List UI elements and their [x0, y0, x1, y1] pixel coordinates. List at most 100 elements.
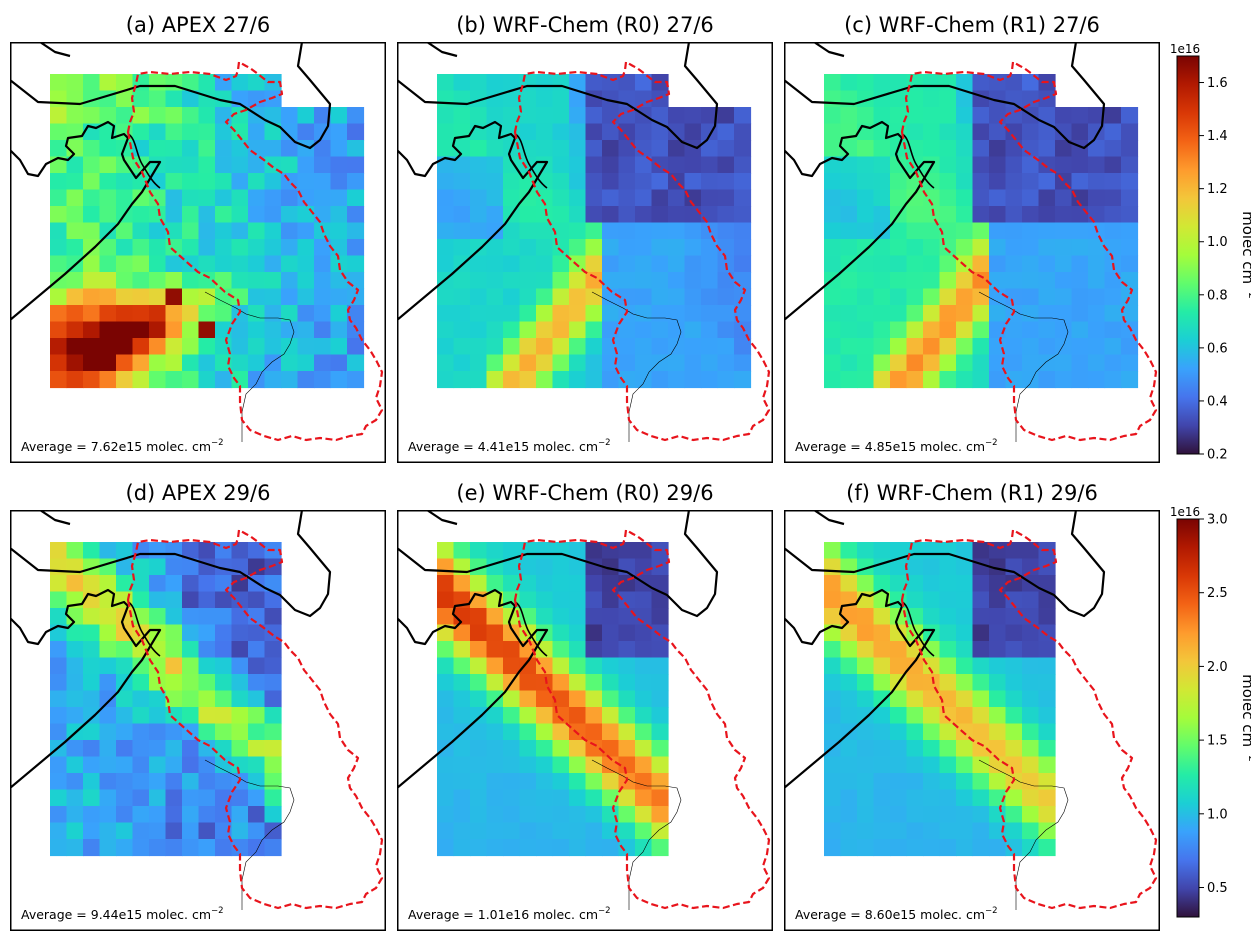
- heatmap-cell: [989, 707, 1007, 725]
- heatmap-cell: [149, 806, 167, 824]
- heatmap-cell: [470, 156, 488, 174]
- heatmap-cell: [890, 789, 908, 807]
- heatmap-cell: [536, 657, 554, 675]
- heatmap-cell: [552, 239, 570, 257]
- heatmap-cell: [1005, 239, 1023, 257]
- heatmap-cell: [923, 305, 941, 323]
- heatmap-cell: [906, 822, 924, 840]
- heatmap-cell: [314, 156, 332, 174]
- heatmap-cell: [99, 740, 117, 758]
- heatmap-cell: [635, 839, 653, 857]
- heatmap-cell: [165, 305, 183, 323]
- colorbar-tick-label: 1.6: [1207, 76, 1228, 91]
- heatmap-cell: [165, 591, 183, 609]
- heatmap-cell: [486, 222, 504, 240]
- heatmap-cell: [906, 354, 924, 372]
- heatmap-cell: [470, 173, 488, 191]
- heatmap-cell: [486, 575, 504, 593]
- heatmap-cell: [585, 239, 603, 257]
- heatmap-cell: [585, 756, 603, 774]
- heatmap-cell: [972, 674, 990, 692]
- heatmap-cell: [552, 156, 570, 174]
- colorbar-tick-label: 1.5: [1207, 734, 1228, 749]
- heatmap-cell: [470, 371, 488, 389]
- heatmap-cell: [132, 206, 150, 224]
- heatmap-cell: [453, 789, 471, 807]
- heatmap-cell: [1088, 321, 1106, 339]
- heatmap-cell: [149, 707, 167, 725]
- heatmap-cell: [923, 338, 941, 356]
- heatmap-cell: [1005, 338, 1023, 356]
- colorbar-label-text: molec cm: [1239, 211, 1251, 284]
- heatmap-cell: [314, 272, 332, 290]
- heatmap-cell: [717, 222, 735, 240]
- heatmap-cell: [347, 222, 365, 240]
- heatmap-cell: [1038, 723, 1056, 741]
- heatmap-cell: [972, 189, 990, 207]
- heatmap-cell: [347, 189, 365, 207]
- heatmap-cell: [50, 806, 68, 824]
- heatmap-cell: [165, 371, 183, 389]
- heatmap-cell: [519, 789, 537, 807]
- heatmap-cell: [569, 107, 587, 125]
- heatmap-cell: [1071, 123, 1089, 141]
- heatmap-cell: [972, 773, 990, 791]
- panel-frame: [10, 510, 386, 931]
- average-text: Average = 4.85e15 molec. cm: [795, 439, 985, 454]
- heatmap-cell: [182, 839, 200, 857]
- heatmap-cell: [569, 140, 587, 158]
- heatmap-cell: [264, 806, 282, 824]
- colorbar-label-exponent: −2: [1246, 747, 1251, 762]
- heatmap-cell: [231, 206, 249, 224]
- heatmap-cell: [1038, 756, 1056, 774]
- heatmap-cell: [857, 354, 875, 372]
- heatmap-cell: [50, 657, 68, 675]
- average-exponent: −2: [211, 438, 224, 448]
- heatmap-cell: [165, 773, 183, 791]
- heatmap-cell: [66, 756, 84, 774]
- heatmap-cell: [1005, 354, 1023, 372]
- heatmap-cell: [215, 222, 233, 240]
- heatmap-cell: [50, 690, 68, 708]
- coastline: [10, 42, 332, 150]
- heatmap-cell: [602, 90, 620, 108]
- heatmap-cell: [116, 189, 134, 207]
- heatmap-cell: [116, 222, 134, 240]
- heatmap-cell: [923, 558, 941, 576]
- heatmap-cell: [536, 371, 554, 389]
- heatmap-cell: [1038, 371, 1056, 389]
- heatmap-cell: [857, 338, 875, 356]
- heatmap-cell: [717, 371, 735, 389]
- heatmap-cell: [99, 206, 117, 224]
- heatmap-cell: [50, 558, 68, 576]
- heatmap-cell: [873, 657, 891, 675]
- heatmap-cell: [66, 740, 84, 758]
- heatmap-cell: [569, 822, 587, 840]
- heatmap-cell: [569, 90, 587, 108]
- heatmap-cell: [1088, 156, 1106, 174]
- heatmap-cell: [989, 305, 1007, 323]
- heatmap-cell: [1022, 690, 1040, 708]
- heatmap-cell: [552, 591, 570, 609]
- heatmap-cell: [248, 674, 266, 692]
- heatmap-cell: [50, 305, 68, 323]
- heatmap-cell: [857, 156, 875, 174]
- heatmap-cell: [347, 206, 365, 224]
- heatmap-cell: [281, 222, 299, 240]
- heatmap-cell: [453, 822, 471, 840]
- heatmap-cell: [1022, 822, 1040, 840]
- heatmap-cell: [1022, 354, 1040, 372]
- heatmap-cell: [50, 255, 68, 273]
- heatmap-cell: [486, 756, 504, 774]
- heatmap-cell: [989, 641, 1007, 659]
- average-exponent: −2: [598, 906, 611, 916]
- heatmap-cell: [552, 674, 570, 692]
- heatmap-cell: [684, 189, 702, 207]
- heatmap-cell: [923, 542, 941, 560]
- heatmap-cell: [1022, 255, 1040, 273]
- heatmap-cell: [956, 822, 974, 840]
- heatmap-cell: [1005, 173, 1023, 191]
- heatmap-cell: [668, 338, 686, 356]
- heatmap-cell: [972, 222, 990, 240]
- coastline: [901, 601, 935, 657]
